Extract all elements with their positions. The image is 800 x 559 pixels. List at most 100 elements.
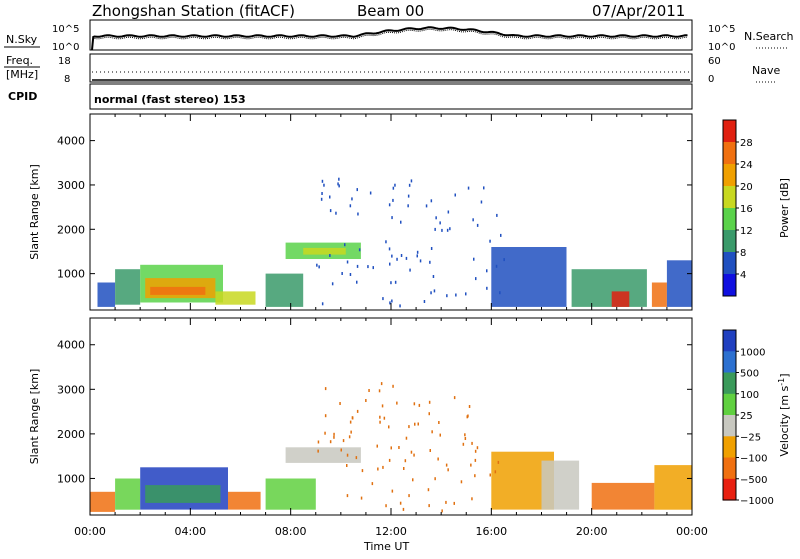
power-noise-point (392, 198, 394, 202)
velocity-noise-point (376, 444, 378, 448)
velocity-noise-point (350, 430, 352, 434)
power-noise-point (399, 304, 401, 308)
power-colorbar-segment (723, 120, 736, 143)
power-y-tick-label: 1000 (57, 268, 85, 281)
velocity-colorbar-tick-label: −1000 (740, 496, 774, 507)
velocity-noise-point (329, 440, 332, 444)
velocity-noise-point (413, 453, 415, 457)
power-noise-point (416, 254, 418, 258)
velocity-noise-point (379, 420, 381, 424)
velocity-noise-point (399, 501, 402, 505)
power-noise-point (338, 184, 340, 188)
velocity-noise-point (368, 389, 370, 392)
velocity-noise-point (317, 440, 320, 444)
velocity-noise-point (466, 415, 468, 419)
velocity-noise-point (438, 421, 440, 424)
power-echo-region (651, 282, 667, 307)
velocity-noise-point (405, 436, 408, 440)
power-echo-region (571, 269, 647, 307)
velocity-noise-point (434, 477, 436, 481)
velocity-echo-region (265, 478, 316, 510)
velocity-colorbar-tick-label: −500 (740, 475, 767, 486)
nsky-tick-high-left: 10^5 (52, 24, 79, 35)
power-noise-point (337, 182, 339, 186)
power-noise-point (356, 188, 358, 192)
power-noise-point (394, 183, 396, 187)
power-noise-point (475, 277, 477, 281)
power-colorbar-segment (723, 186, 736, 209)
power-noise-point (390, 281, 392, 285)
power-colorbar-segment (723, 208, 736, 231)
power-noise-point (391, 254, 393, 258)
power-noise-point (441, 228, 443, 232)
power-noise-point (449, 227, 451, 231)
velocity-colorbar-segment (723, 351, 736, 374)
velocity-noise-point (317, 449, 319, 453)
power-noise-point (338, 177, 340, 181)
power-noise-point (407, 194, 410, 198)
velocity-noise-point (390, 446, 392, 450)
velocity-panel: 1000 2000 3000 4000 00:00 04:00 08:00 12:00 16:0… (28, 317, 791, 538)
velocity-noise-point (379, 415, 381, 419)
freq-tick-high: 18 (58, 56, 71, 67)
velocity-noise-point (333, 432, 335, 436)
velocity-noise-point (474, 449, 477, 453)
beam-label: Beam 00 (357, 2, 424, 20)
freq-strip-frame (89, 53, 693, 83)
velocity-noise-point (382, 465, 384, 469)
power-noise-point (430, 247, 433, 250)
velocity-unit-bracket: ] (778, 373, 791, 377)
power-noise-point (396, 257, 398, 261)
velocity-noise-point (403, 467, 405, 470)
velocity-colorbar-label: Velocity [m s-1] (777, 373, 791, 456)
velocity-noise-point (474, 474, 476, 478)
power-noise-point (321, 179, 324, 183)
power-echo-region (611, 291, 630, 307)
velocity-colorbar-segment (723, 372, 736, 395)
velocity-noise-point (476, 446, 479, 450)
velocity-noise-point (418, 403, 421, 407)
velocity-noise-point (437, 457, 439, 461)
velocity-noise-point (417, 422, 419, 426)
power-noise-point (346, 260, 349, 264)
power-noise-point (503, 258, 505, 262)
power-y-tick-label: 2000 (57, 223, 85, 236)
power-noise-point (489, 239, 491, 243)
power-noise-point (454, 193, 456, 197)
power-noise-point (394, 280, 397, 284)
power-noise-point (467, 186, 470, 190)
power-noise-point (388, 247, 391, 251)
power-noise-point (351, 197, 353, 201)
velocity-noise-point (429, 449, 431, 452)
velocity-noise-point (427, 488, 430, 492)
velocity-noise-point (365, 399, 367, 402)
power-noise-point (385, 240, 387, 244)
velocity-noise-point (348, 435, 351, 439)
velocity-noise-point (340, 448, 342, 452)
nsky-tick-high-right: 10^5 (708, 24, 735, 35)
velocity-noise-point (388, 425, 390, 429)
velocity-noise-point (460, 480, 463, 484)
velocity-noise-point (380, 382, 383, 386)
velocity-unit-exponent: -1 (777, 378, 786, 386)
x-tick-label: 12:00 (375, 525, 407, 538)
power-noise-point (389, 262, 391, 266)
power-noise-point (372, 266, 374, 270)
power-colorbar-label: Power [dB] (778, 178, 791, 238)
velocity-colorbar-tick-label: −100 (740, 454, 767, 465)
velocity-echo-region (654, 465, 692, 510)
power-noise-point (349, 273, 352, 276)
power-noise-point (320, 197, 323, 201)
velocity-noise-point (383, 416, 386, 420)
nsearch-trace (94, 28, 688, 40)
velocity-colorbar-tick-label: 1000 (740, 347, 765, 358)
velocity-noise-point (402, 507, 405, 511)
power-echo-region (303, 247, 346, 255)
nave-tick-high: 60 (708, 56, 721, 67)
power-y-tick-label: 4000 (57, 135, 85, 148)
power-noise-point (358, 248, 361, 252)
velocity-noise-point (464, 437, 467, 440)
power-colorbar-tick-label: 28 (740, 138, 753, 149)
velocity-colorbar-segment (723, 457, 736, 480)
power-noise-point (425, 204, 428, 208)
